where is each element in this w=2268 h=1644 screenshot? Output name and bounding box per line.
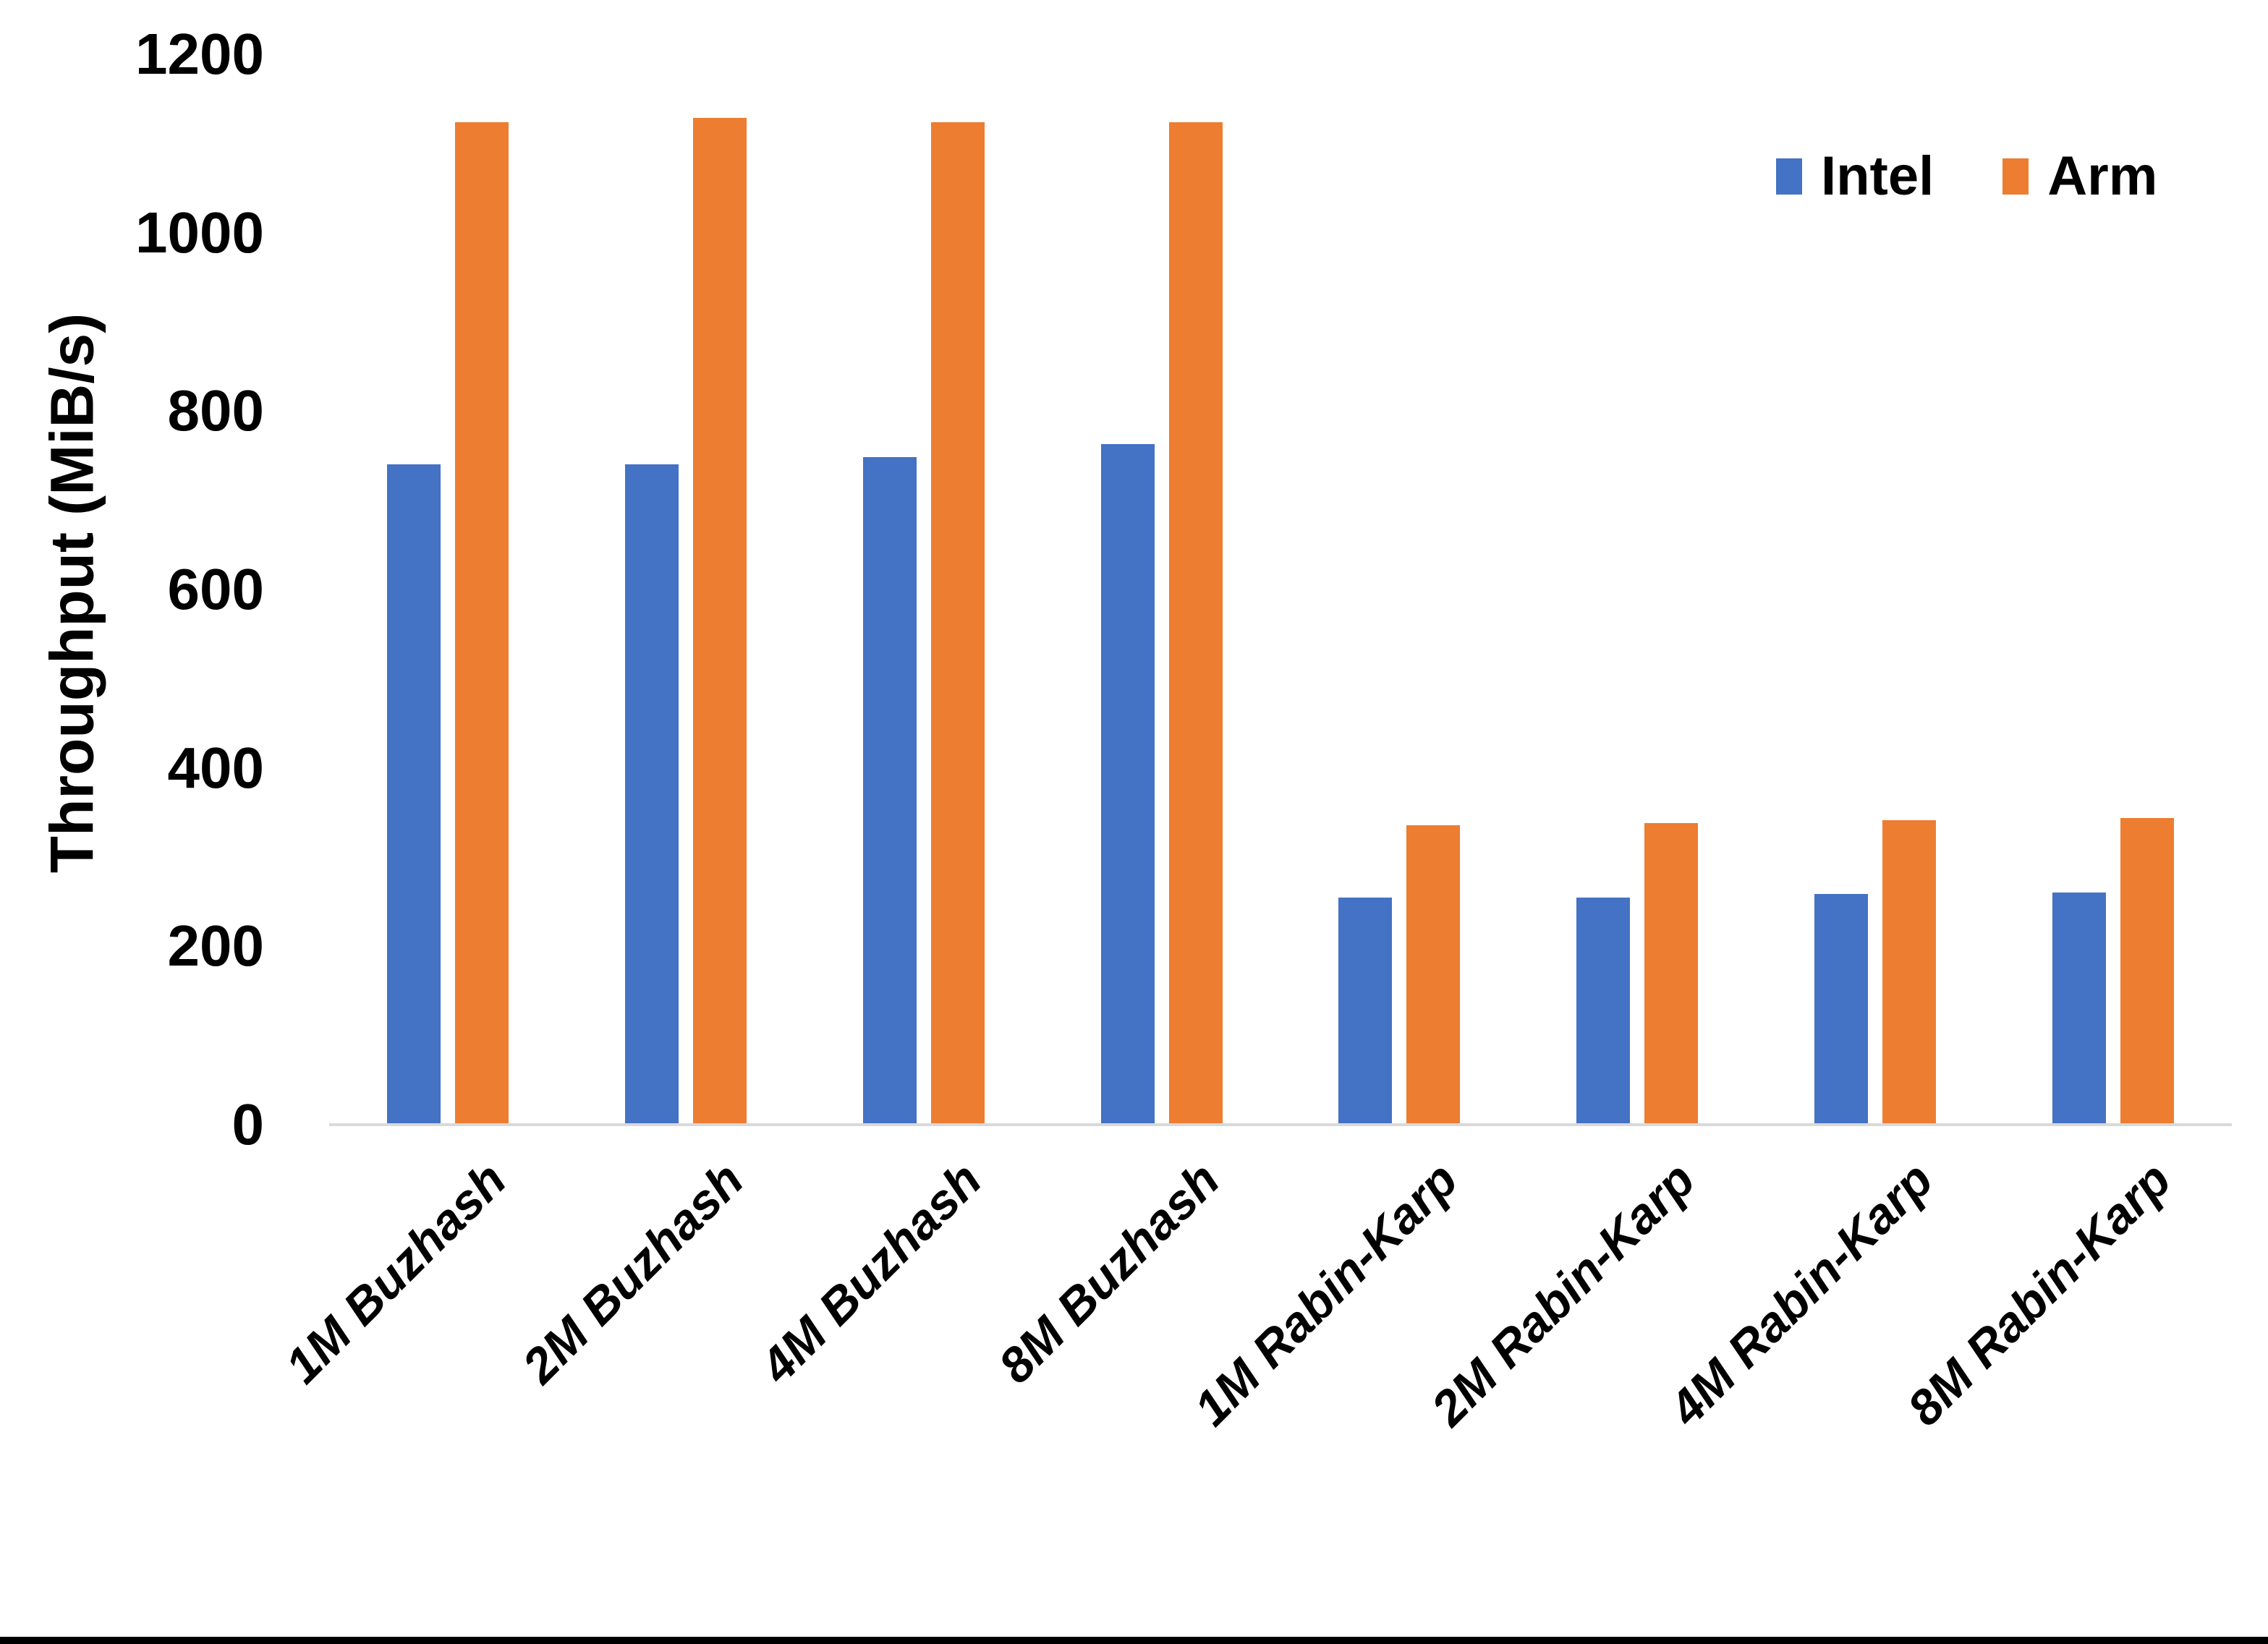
bar-intel-1m-rabin-karp xyxy=(1338,897,1393,1125)
bar-arm-4m-rabin-karp xyxy=(1882,820,1936,1125)
y-tick-label-0: 0 xyxy=(232,1092,265,1157)
bar-arm-8m-buzhash xyxy=(1168,122,1223,1125)
bar-intel-2m-rabin-karp xyxy=(1576,897,1631,1125)
x-axis-label-4m-buzhash: 4M Buzhash xyxy=(750,1151,993,1394)
y-tick-label-1000: 1000 xyxy=(135,200,264,265)
legend-item-arm: Arm xyxy=(2002,145,2157,208)
bar-arm-2m-rabin-karp xyxy=(1644,823,1699,1125)
bar-intel-8m-buzhash xyxy=(1100,443,1155,1125)
bar-intel-4m-rabin-karp xyxy=(1814,893,1868,1125)
y-tick-label-200: 200 xyxy=(167,913,264,979)
x-axis-label-2m-buzhash: 2M Buzhash xyxy=(512,1151,755,1394)
bar-intel-4m-buzhash xyxy=(862,457,917,1125)
legend-label-intel: Intel xyxy=(1821,145,1934,207)
y-tick-label-1200: 1200 xyxy=(135,22,264,86)
bar-intel-1m-buzhash xyxy=(387,464,441,1125)
x-axis-label-8m-buzhash: 8M Buzhash xyxy=(988,1151,1231,1394)
x-axis-line xyxy=(329,1123,2232,1126)
legend-item-intel: Intel xyxy=(1776,145,1934,208)
bottom-border xyxy=(0,1637,2268,1644)
bar-intel-8m-rabin-karp xyxy=(2052,893,2106,1125)
y-tick-label-600: 600 xyxy=(167,557,264,621)
bar-arm-8m-rabin-karp xyxy=(2120,817,2174,1125)
legend: Intel Arm xyxy=(1776,145,2157,208)
legend-swatch-intel xyxy=(1776,158,1802,195)
bar-arm-2m-buzhash xyxy=(693,117,747,1125)
bar-arm-1m-buzhash xyxy=(455,122,509,1125)
plot-area xyxy=(329,54,2232,1125)
legend-label-arm: Arm xyxy=(2047,145,2158,207)
bar-arm-1m-rabin-karp xyxy=(1406,825,1461,1125)
bar-arm-4m-buzhash xyxy=(930,122,985,1125)
x-axis-label-1m-buzhash: 1M Buzhash xyxy=(274,1151,517,1394)
legend-swatch-arm xyxy=(2002,158,2029,195)
y-tick-label-800: 800 xyxy=(167,378,264,443)
y-tick-label-400: 400 xyxy=(167,735,264,800)
bar-intel-2m-buzhash xyxy=(625,464,679,1125)
